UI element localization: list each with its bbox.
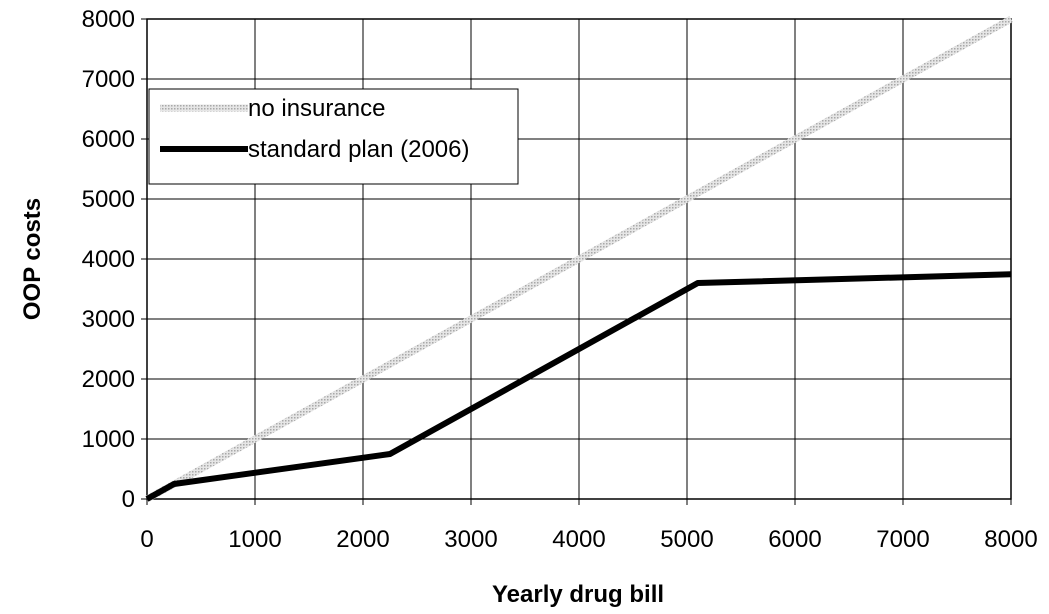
y-tick-label: 8000 (82, 6, 135, 33)
y-tick-label: 0 (122, 486, 135, 513)
data-series (145, 15, 1013, 503)
y-tick-label: 5000 (82, 186, 135, 213)
y-tick-label: 2000 (82, 366, 135, 393)
series-line-no-insurance (145, 15, 1013, 503)
y-tick-label: 7000 (82, 66, 135, 93)
x-tick-label: 4000 (552, 526, 605, 553)
y-tick-label: 3000 (82, 306, 135, 333)
x-tick-label: 0 (140, 526, 153, 553)
tick-labels: 0 1000 2000 3000 4000 5000 6000 7000 8000 0 1000 20… (82, 6, 1038, 553)
y-tick-label: 1000 (82, 426, 135, 453)
legend: no insurance standard plan (2006) (148, 88, 519, 185)
legend-label-standard-plan: standard plan (2006) (248, 136, 469, 163)
x-axis-title: Yearly drug bill (492, 581, 664, 608)
x-tick-label: 2000 (336, 526, 389, 553)
x-tick-label: 8000 (984, 526, 1037, 553)
series-line-standard-plan-2006 (145, 271, 1012, 502)
x-tick-label: 3000 (444, 526, 497, 553)
x-tick-label: 7000 (876, 526, 929, 553)
legend-label-no-insurance: no insurance (248, 95, 385, 122)
y-axis-title: OOP costs (19, 198, 46, 320)
y-tick-label: 4000 (82, 246, 135, 273)
x-tick-label: 6000 (768, 526, 821, 553)
y-tick-label: 6000 (82, 126, 135, 153)
x-tick-label: 1000 (228, 526, 281, 553)
x-tick-label: 5000 (660, 526, 713, 553)
